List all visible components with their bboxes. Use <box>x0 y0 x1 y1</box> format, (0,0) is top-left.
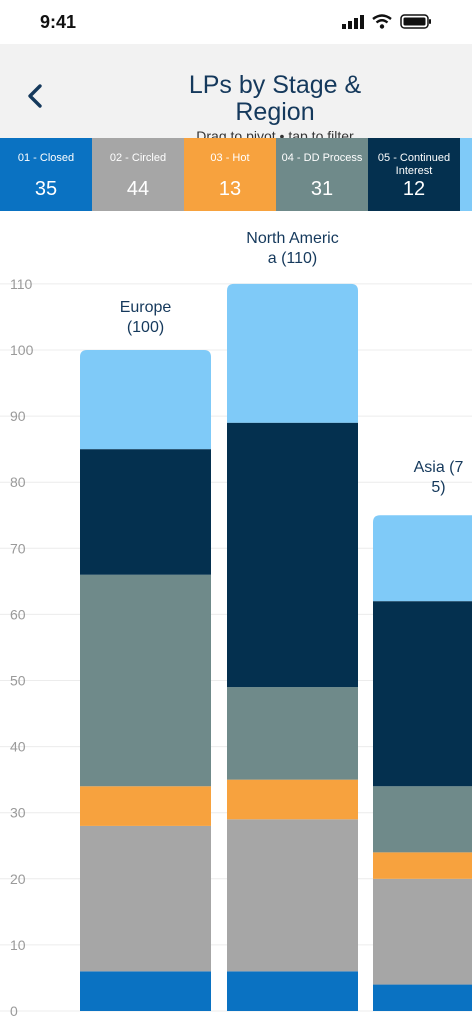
bar-label: Europe (100) <box>119 299 172 336</box>
signal-icon <box>342 14 364 29</box>
battery-icon <box>400 14 431 29</box>
bar-segment[interactable] <box>80 449 211 575</box>
bar-label: North America (110) <box>246 229 339 267</box>
status-time: 9:41 <box>40 12 77 32</box>
stage-count: 35 <box>34 178 58 200</box>
stage-tile[interactable]: 06 - Not Interested <box>460 138 472 211</box>
stage-tile[interactable]: 03 - Hot 13 <box>184 138 276 211</box>
back-icon[interactable] <box>24 82 48 110</box>
bar-segment[interactable] <box>227 687 358 780</box>
y-tick-label: 70 <box>10 540 26 556</box>
stage-label: 06 - Not Interested <box>462 152 472 178</box>
y-tick-label: 20 <box>10 871 26 887</box>
stage-label: 01 - Closed <box>17 152 75 164</box>
y-tick-label: 80 <box>10 474 26 490</box>
stage-count: 31 <box>310 178 334 200</box>
bar-segment[interactable] <box>227 283 358 423</box>
bar-group[interactable] <box>227 283 358 1011</box>
stage-count: 13 <box>218 178 242 200</box>
bar-segment[interactable] <box>227 422 358 688</box>
stage-label: 03 - Hot <box>210 152 250 164</box>
stage-label: 02 - Circled <box>109 152 167 164</box>
stage-tile[interactable]: 01 - Closed 35 <box>0 138 92 211</box>
y-tick-label: 100 <box>10 342 34 358</box>
page-subtitle: Drag to pivot • tap to filter <box>196 128 354 138</box>
y-tick-label: 60 <box>10 606 26 622</box>
y-tick-label: 90 <box>10 408 26 424</box>
bar-group[interactable] <box>80 350 211 1011</box>
stage-count: 44 <box>126 178 150 200</box>
header: LPs by Stage & Region Drag to pivot • ta… <box>0 44 472 138</box>
bar-segment[interactable] <box>373 984 472 1011</box>
bar-segment[interactable] <box>373 786 472 853</box>
y-tick-label: 10 <box>10 937 26 953</box>
stage-tile[interactable]: 02 - Circled 44 <box>92 138 184 211</box>
bar-segment[interactable] <box>227 819 358 972</box>
chart-area: 0 10 20 30 40 50 60 70 80 90 100 110 Europe (100) No… <box>0 211 472 1024</box>
stage-strip: 01 - Closed 35 02 - Circled 44 03 - Hot 13 04 … <box>0 138 472 211</box>
stage-tile[interactable]: 05 - Continued Interest 12 <box>368 138 460 211</box>
stacked-bar-chart: 0 10 20 30 40 50 60 70 80 90 100 110 <box>0 276 472 1019</box>
y-tick-label: 30 <box>10 805 26 821</box>
bar-segment[interactable] <box>80 350 211 450</box>
status-icons <box>342 14 432 29</box>
y-tick-label: 40 <box>10 739 26 755</box>
bar-segment[interactable] <box>373 852 472 879</box>
y-tick-label: 50 <box>10 673 26 689</box>
bar-segment[interactable] <box>80 786 211 826</box>
stage-label: 05 - Continued Interest <box>377 152 451 177</box>
stage-tile[interactable]: 04 - DD Process 31 <box>276 138 368 211</box>
bar-label: Asia (75) <box>413 459 464 497</box>
y-tick-label: 0 <box>10 1003 18 1019</box>
stage-label: 04 - DD Process <box>281 152 363 164</box>
bar-group[interactable] <box>373 515 472 1011</box>
page-title: LPs by Stage & Region <box>188 71 362 126</box>
bar-segment[interactable] <box>227 971 358 1011</box>
stage-count: 12 <box>402 178 426 200</box>
y-tick-label: 110 <box>10 276 33 292</box>
status-bar: 9:41 <box>0 0 472 44</box>
bar-segment[interactable] <box>373 515 472 602</box>
bar-segment[interactable] <box>227 779 358 820</box>
wifi-icon <box>372 14 392 29</box>
bar-segment[interactable] <box>373 601 472 787</box>
bar-segment[interactable] <box>80 825 211 972</box>
bar-segment[interactable] <box>80 574 211 787</box>
bar-segment[interactable] <box>373 878 472 985</box>
bar-segment[interactable] <box>80 971 211 1011</box>
